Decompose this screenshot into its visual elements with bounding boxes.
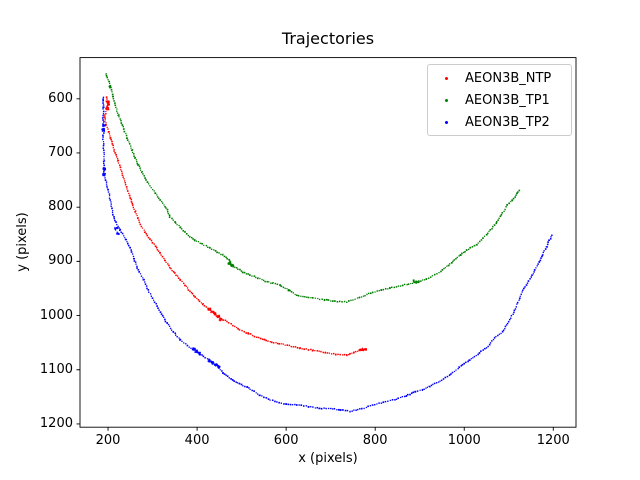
legend-marker-cell [428, 98, 465, 102]
legend-item-label: AEON3B_TP1 [465, 92, 550, 108]
y-tick-label: 700 [48, 144, 73, 160]
y-tick-label: 1100 [39, 361, 73, 377]
legend-item-label: AEON3B_NTP [465, 70, 552, 86]
x-tick-label: 600 [273, 433, 299, 448]
x-tick-label: 800 [362, 433, 388, 448]
legend-marker-dot [445, 120, 448, 124]
chart-title: Trajectories [281, 29, 375, 48]
legend-marker-dot [445, 76, 448, 80]
legend-item-label: AEON3B_TP2 [465, 114, 550, 130]
y-tick-label: 800 [48, 199, 73, 215]
y-tick-label: 1200 [39, 415, 73, 431]
y-tick-label: 1000 [39, 307, 73, 323]
x-axis-label: x (pixels) [298, 451, 358, 466]
x-tick-label: 1000 [447, 433, 481, 448]
legend-marker-cell [428, 120, 465, 124]
y-tick-label: 600 [48, 90, 73, 106]
legend-item-AEON3B_NTP: AEON3B_NTP [428, 67, 571, 89]
legend-item-AEON3B_TP2: AEON3B_TP2 [428, 111, 571, 133]
y-tick-label: 900 [48, 253, 73, 269]
x-tick-label: 200 [95, 433, 121, 448]
legend-item-AEON3B_TP1: AEON3B_TP1 [428, 89, 571, 111]
legend-marker-dot [445, 98, 448, 102]
x-tick-label: 1200 [536, 433, 570, 448]
legend-marker-cell [428, 76, 465, 80]
x-tick-label: 400 [184, 433, 210, 448]
legend: AEON3B_NTP AEON3B_TP1 AEON3B_TP2 [427, 64, 572, 136]
